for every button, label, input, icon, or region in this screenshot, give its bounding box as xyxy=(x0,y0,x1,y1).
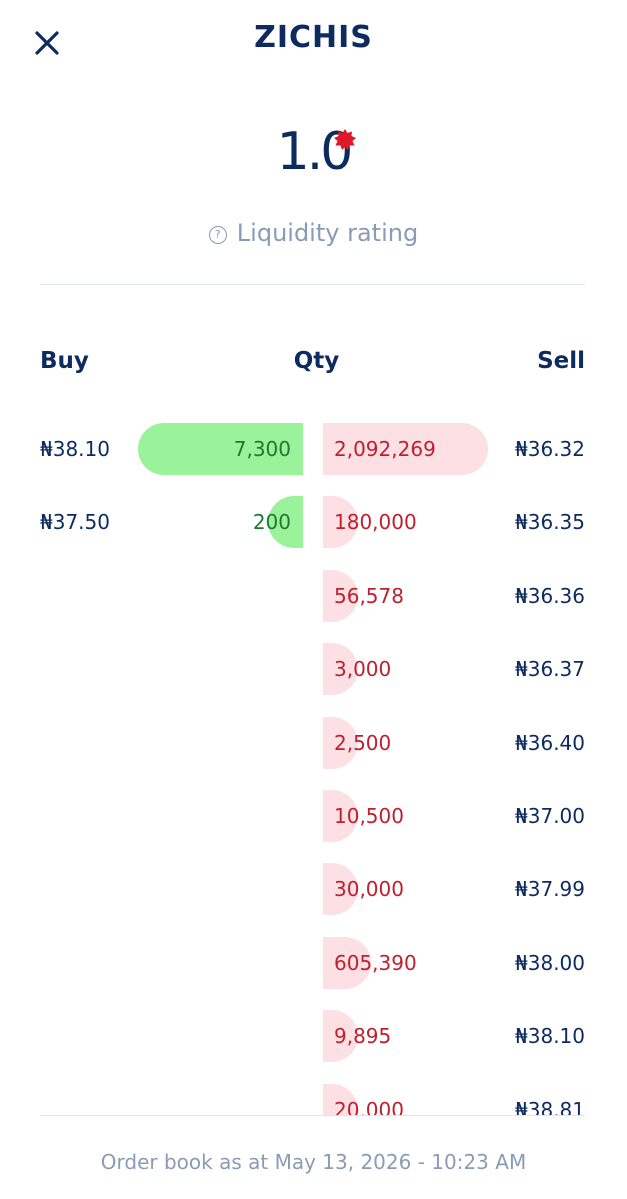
ask-qty: 9,895 xyxy=(334,1024,392,1049)
column-header: Buy xyxy=(40,348,89,374)
rating-value: 1.0 xyxy=(276,122,354,182)
ask-qty: 605,390 xyxy=(334,950,417,975)
footer: Order book as at May 13, 2026 - 10:23 AM xyxy=(100,1150,527,1174)
divider xyxy=(40,284,585,285)
ask-price: ₦37.00 xyxy=(515,804,585,828)
order-rows: 7,300 ₦38.10 2,092,269 ₦36.32 200 ₦37.50 180,0… xyxy=(0,400,627,1115)
rating-badge xyxy=(334,129,356,150)
order-row: 3,000 ₦36.37 xyxy=(0,642,627,696)
ask-price: ₦38.81 xyxy=(515,1097,585,1115)
order-row: 30,000 ₦37.99 xyxy=(0,862,627,916)
column-header: Sell xyxy=(537,348,585,374)
ask-qty: 2,092,269 xyxy=(334,437,436,461)
ask-qty: 10,500 xyxy=(334,804,404,828)
ask-price: ₦38.10 xyxy=(515,1024,585,1049)
ask-price: ₦36.32 xyxy=(515,437,585,461)
bid-qty: 200 xyxy=(252,510,291,535)
close-button[interactable] xyxy=(30,26,64,60)
ask-price: ₦36.40 xyxy=(515,730,585,755)
ask-price: ₦36.36 xyxy=(515,583,585,608)
ask-price: ₦36.37 xyxy=(515,657,585,682)
bid-qty: 7,300 xyxy=(233,437,291,461)
order-row: 605,390 ₦38.00 xyxy=(0,936,627,990)
divider xyxy=(40,1115,585,1116)
bid-price: ₦38.10 xyxy=(40,437,110,461)
ask-qty: 3,000 xyxy=(334,657,392,682)
rating-label-row[interactable]: ? Liquidity rating xyxy=(0,219,627,247)
bid-bar xyxy=(138,423,303,475)
ask-price: ₦37.99 xyxy=(515,877,585,902)
ask-bar xyxy=(323,936,371,989)
ask-price: ₦38.00 xyxy=(515,950,585,975)
order-row: 56,578 ₦36.36 xyxy=(0,569,627,623)
order-row: 7,300 ₦38.10 2,092,269 ₦36.32 xyxy=(0,422,627,476)
rating-label: Liquidity rating xyxy=(236,219,419,247)
ask-qty: 56,578 xyxy=(334,583,404,608)
ask-qty: 180,000 xyxy=(334,510,417,535)
ask-qty: 2,500 xyxy=(334,730,392,755)
ask-qty: 30,000 xyxy=(334,877,404,902)
ask-bar xyxy=(323,423,488,475)
order-row: 2,500 ₦36.40 xyxy=(0,716,627,770)
ask-qty: 20,000 xyxy=(334,1097,404,1115)
title: ZICHIS xyxy=(254,20,373,55)
order-row: 200 ₦37.50 180,000 ₦36.35 xyxy=(0,495,627,549)
order-row: 20,000 ₦38.81 xyxy=(0,1083,627,1115)
order-row: 9,895 ₦38.10 xyxy=(0,1009,627,1063)
bid-price: ₦37.50 xyxy=(40,510,110,535)
order-row: 10,500 ₦37.00 xyxy=(0,789,627,843)
column-header: Qty xyxy=(293,348,340,374)
ask-price: ₦36.35 xyxy=(515,510,585,535)
